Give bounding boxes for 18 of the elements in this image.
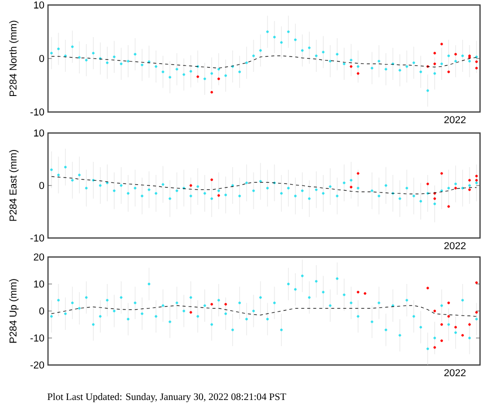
y-tick-label: 10	[34, 1, 44, 9]
y-tick-label: 0	[39, 54, 44, 62]
y-tick-label: -10	[30, 334, 44, 342]
y-tick-label: 20	[34, 253, 44, 261]
y-tick-label: 10	[34, 129, 44, 137]
y-tick-label: -10	[30, 234, 44, 242]
text: Plot Last Updated: Sunday, January 30, 2022 08:21:04 PST	[47, 393, 286, 402]
y-tick-label: 10	[34, 280, 44, 288]
text: 2022	[444, 242, 466, 250]
y-tick-label: 0	[39, 307, 44, 315]
y-axis-title: P284 Up (mm)	[9, 279, 19, 343]
text: 2022	[444, 369, 466, 376]
y-tick-label: -10	[30, 108, 44, 116]
y-axis-title: P284 North (mm)	[9, 20, 19, 96]
y-tick-label: 0	[39, 182, 44, 190]
y-axis-title: P284 East (mm)	[9, 150, 19, 221]
y-tick-label: -20	[30, 361, 44, 369]
text: 2022	[444, 116, 466, 124]
